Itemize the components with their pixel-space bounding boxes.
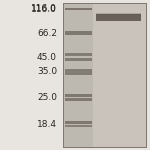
Text: 116.0: 116.0 <box>31 4 57 13</box>
Bar <box>63 3 93 147</box>
Bar <box>64 94 92 97</box>
Bar <box>64 53 92 56</box>
Bar <box>96 14 141 21</box>
Bar <box>64 58 92 61</box>
Text: 35.0: 35.0 <box>37 68 57 76</box>
Bar <box>64 69 92 72</box>
Bar <box>64 98 92 101</box>
Bar <box>64 125 92 128</box>
Text: 116.0: 116.0 <box>31 4 57 14</box>
Bar <box>64 8 92 10</box>
Bar <box>64 121 92 124</box>
Text: 66.2: 66.2 <box>37 28 57 38</box>
Bar <box>63 3 146 147</box>
Bar <box>93 3 146 147</box>
Text: 45.0: 45.0 <box>37 52 57 62</box>
Text: 18.4: 18.4 <box>37 120 57 129</box>
Bar <box>64 31 92 35</box>
Bar <box>63 3 146 147</box>
Bar <box>96 12 141 15</box>
Bar <box>64 72 92 75</box>
Text: 25.0: 25.0 <box>37 93 57 102</box>
